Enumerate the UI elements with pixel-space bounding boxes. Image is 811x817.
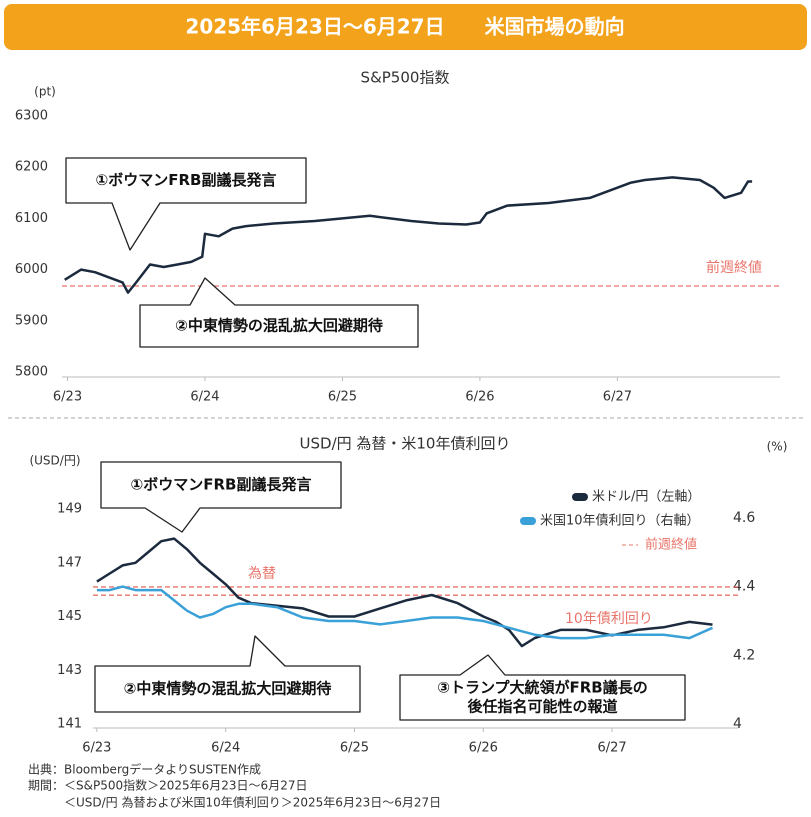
callout xyxy=(65,157,307,251)
x-tick-label: 6/25 xyxy=(328,390,357,405)
callout-text: ②中東情勢の混乱拡大回避期待 xyxy=(124,680,332,698)
callout-text: 後任指名可能性の報道 xyxy=(466,698,617,716)
legend-swatch xyxy=(572,493,588,501)
data-line xyxy=(96,585,714,640)
y-tick-label: 143 xyxy=(57,663,82,678)
x-tick-label: 6/24 xyxy=(211,741,240,756)
y-tick-label: 6300 xyxy=(15,109,48,124)
header-bar xyxy=(4,4,807,50)
data-line xyxy=(96,537,713,648)
y-tick-label: 5900 xyxy=(15,313,48,328)
y-tick-label: 147 xyxy=(57,555,82,570)
legend-label: 米ドル/円（左軸） xyxy=(592,490,700,505)
callout-text: ①ボウマンFRB副議長発言 xyxy=(96,171,277,189)
y2-tick-label: 4.6 xyxy=(733,510,755,526)
y-tick-label: 6100 xyxy=(15,211,48,226)
callout xyxy=(100,461,342,533)
y-tick-label: 6200 xyxy=(15,160,48,175)
x-tick-label: 6/27 xyxy=(603,390,632,405)
x-tick-label: 6/23 xyxy=(82,741,111,756)
x-tick-label: 6/24 xyxy=(190,390,219,405)
legend-label: 米国10年債利回り（右軸） xyxy=(540,514,700,529)
y-tick-label: 145 xyxy=(57,609,82,624)
footer-line: ＜USD/円 為替および米国10年債利回り＞2025年6月23日～6月27日 xyxy=(28,795,441,810)
chart-title: S&P500指数 xyxy=(361,69,450,87)
y-tick-label: 141 xyxy=(57,717,82,732)
callout xyxy=(94,635,361,713)
x-tick-label: 6/23 xyxy=(53,390,82,405)
callout xyxy=(399,654,686,721)
chart-title: USD/円 為替・米10年債利回り xyxy=(300,435,511,453)
x-tick-label: 6/25 xyxy=(340,741,369,756)
reference-label: 為替 xyxy=(248,566,276,582)
callout-text: ①ボウマンFRB副議長発言 xyxy=(131,476,312,494)
x-tick-label: 6/26 xyxy=(465,390,494,405)
callout-text: ③トランプ大統領がFRB議長の xyxy=(437,679,647,697)
x-tick-label: 6/26 xyxy=(469,741,498,756)
y-tick-label: 6000 xyxy=(15,262,48,277)
y2-tick-label: 4.4 xyxy=(733,579,755,595)
y-tick-label: 149 xyxy=(57,502,82,517)
data-line xyxy=(64,176,753,294)
y-axis-label: (USD/円) xyxy=(29,454,80,468)
y2-tick-label: 4 xyxy=(733,716,742,732)
legend-swatch xyxy=(520,517,536,525)
reference-label: 前週終値 xyxy=(706,259,762,276)
y-tick-label: 5800 xyxy=(15,365,48,380)
header-title: 2025年6月23日～6月27日 米国市場の動向 xyxy=(185,15,624,39)
callout xyxy=(139,277,419,348)
x-tick-label: 6/27 xyxy=(597,741,626,756)
legend-label: 前週終値 xyxy=(645,537,697,553)
footer-line: 期間：＜S&P500指数＞2025年6月23日～6月27日 xyxy=(28,778,307,793)
y-axis-label: (pt) xyxy=(34,85,56,99)
footer-line: 出典：BloombergデータよりSUSTEN作成 xyxy=(28,762,261,777)
y2-tick-label: 4.2 xyxy=(733,647,755,663)
callout-text: ②中東情勢の混乱拡大回避期待 xyxy=(175,317,383,335)
reference-label: 10年債利回り xyxy=(565,611,653,627)
y2-axis-label: (%) xyxy=(767,440,788,454)
